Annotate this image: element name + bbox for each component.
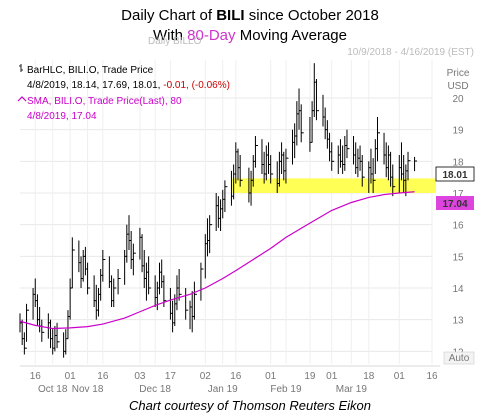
x-tick-label: 16 (426, 371, 438, 382)
auto-scale-label: Auto (449, 353, 470, 364)
price-bars (19, 63, 418, 358)
price-bar (87, 262, 91, 295)
x-tick-label: Nov 18 (72, 384, 104, 395)
price-bar (117, 269, 121, 295)
x-tick-label: 16 (97, 371, 109, 382)
y-axis: 121314151617181920 (452, 94, 464, 358)
last-price-tag: 18.01 (442, 170, 467, 181)
y-tick-label: 14 (452, 284, 464, 295)
price-bar (193, 281, 197, 320)
price-bar (41, 319, 45, 342)
axis-unit-usd: USD (447, 81, 468, 92)
y-tick-label: 20 (452, 94, 464, 105)
x-tick-label: Feb 19 (270, 384, 302, 395)
sma-price-tag: 17.04 (442, 199, 467, 210)
price-bar (178, 269, 182, 301)
watermark: Daily BILLO (148, 36, 202, 47)
axis-unit-price: Price (447, 68, 470, 79)
price-bar (148, 256, 152, 295)
price-bar (346, 129, 350, 159)
x-tick-label: 01 (394, 371, 406, 382)
price-bar (224, 180, 228, 212)
legend-series1-change: -0.01, (-0.06%) (163, 80, 230, 91)
price-bar (407, 151, 411, 181)
price-bar (285, 148, 289, 184)
subtitle-highlight: 80-Day (187, 27, 236, 44)
price-bar (254, 136, 258, 168)
x-tick-label: 02 (200, 371, 212, 382)
price-bar (414, 156, 418, 172)
y-tick-label: 13 (452, 316, 464, 327)
x-tick-label: Mar 19 (336, 384, 368, 395)
price-bar (56, 322, 60, 349)
x-tick-label: 16 (30, 371, 42, 382)
price-bar (102, 250, 106, 282)
bar-series-icon (19, 64, 23, 72)
price-bar (361, 155, 365, 187)
chart-subtitle: With 80-Day Moving Average (0, 26, 500, 46)
sma-price-tag-bg (436, 196, 474, 210)
y-tick-label: 16 (452, 221, 464, 232)
subtitle-prefix: With (153, 27, 188, 44)
grid-lines (20, 60, 433, 364)
x-tick-label: Oct 18 (38, 384, 68, 395)
price-bar (132, 243, 136, 276)
auto-scale-button[interactable] (443, 351, 475, 365)
highlight-band (231, 178, 436, 193)
price-bar (300, 104, 304, 143)
x-tick-label: 03 (134, 371, 146, 382)
price-bar (185, 288, 189, 320)
legend-series2-values: 4/8/2019, 17.04 (27, 111, 97, 122)
x-axis: 16 Oct 18 01 Nov 18 16 03 Dec 18 17 02 Jan 19 16 01… (20, 365, 440, 395)
y-tick-label: 18 (452, 157, 464, 168)
chart-footer: Chart courtesy of Thomson Reuters Eikon (128, 398, 372, 413)
title-prefix: Daily Chart of (121, 7, 217, 24)
price-bar (113, 278, 117, 307)
price-bar (239, 155, 243, 187)
price-bar (71, 237, 75, 288)
y-tick-label: 15 (452, 252, 464, 263)
legend-series1-values: 4/8/2019, 18.14, 17.69, 18.01, -0.01, (-… (27, 80, 230, 91)
price-bar (315, 79, 319, 121)
legend-series1-name: BarHLC, BILI.O, Trade Price (27, 65, 154, 76)
x-tick-label: 18 (363, 371, 375, 382)
price-bar (392, 164, 396, 197)
x-tick-label: 16 (230, 371, 242, 382)
y-tick-label: 17 (452, 189, 464, 200)
price-bar (270, 155, 274, 184)
price-bar (372, 158, 376, 193)
price-bar (377, 117, 381, 162)
chart-title: Daily Chart of BILI since October 2018 (0, 6, 500, 26)
date-range: 10/9/2018 - 4/16/2019 (EST) (347, 47, 474, 58)
x-tick-label: 17 (165, 371, 177, 382)
price-bar (200, 262, 204, 301)
last-price-tag-bg (435, 166, 475, 182)
x-tick-label: 01 (326, 371, 338, 382)
price-bar (23, 332, 27, 355)
sma-line (19, 191, 415, 330)
x-tick-label: Jan 19 (208, 384, 238, 395)
x-tick-label: Dec 18 (139, 384, 171, 395)
title-suffix: since October 2018 (244, 7, 379, 24)
sma-series-icon (17, 96, 27, 102)
subtitle-suffix: Moving Average (235, 27, 347, 44)
price-bar (209, 215, 213, 254)
x-tick-label: 19 (304, 371, 316, 382)
y-tick-label: 19 (452, 126, 464, 137)
legend: BarHLC, BILI.O, Trade Price 4/8/2019, 18… (17, 64, 230, 122)
title-ticker: BILI (216, 7, 245, 24)
x-tick-label: 01 (265, 371, 277, 382)
legend-series2-name: SMA, BILI.O, Trade Price(Last), 80 (27, 96, 182, 107)
price-bar (331, 142, 335, 171)
legend-series1-values-a: 4/8/2019, 18.14, 17.69, 18.01, (27, 80, 163, 91)
x-tick-label: 01 (65, 371, 77, 382)
